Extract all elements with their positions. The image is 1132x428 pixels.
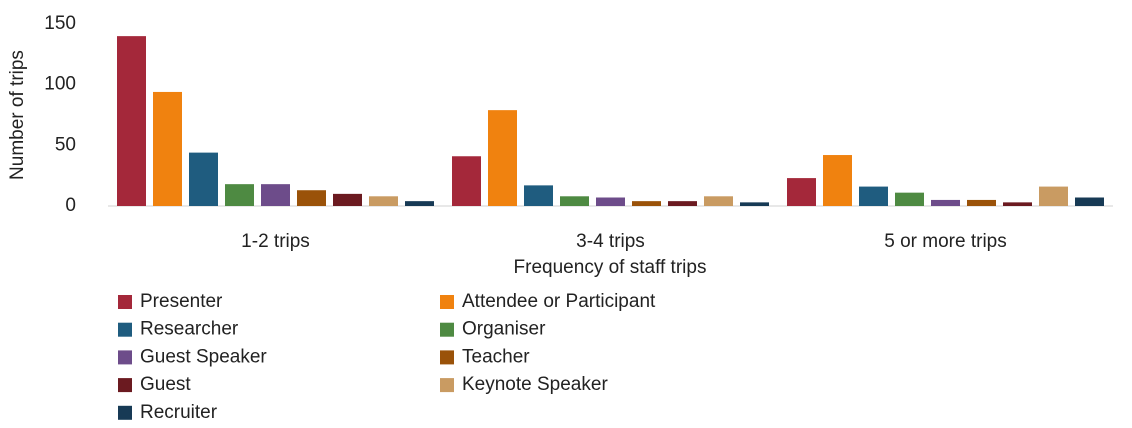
y-axis-title: Number of trips bbox=[7, 50, 28, 180]
bar bbox=[333, 193, 362, 206]
bar bbox=[967, 199, 996, 206]
legend-swatch bbox=[118, 405, 132, 420]
legend-swatch bbox=[118, 378, 132, 393]
bar bbox=[369, 196, 398, 206]
legend-swatch bbox=[118, 295, 132, 309]
bar bbox=[668, 201, 697, 206]
legend-swatch bbox=[118, 350, 132, 365]
legend-label: Teacher bbox=[462, 346, 530, 367]
y-tick-label: 100 bbox=[44, 74, 76, 95]
legend-swatch bbox=[440, 378, 454, 393]
bar bbox=[895, 192, 924, 206]
legend-label: Keynote Speaker bbox=[462, 374, 608, 395]
legend-swatch bbox=[440, 322, 454, 337]
legend-swatch bbox=[118, 322, 132, 337]
legend-label: Organiser bbox=[462, 319, 546, 340]
legend-label: Presenter bbox=[140, 291, 223, 312]
x-tick-label: 3-4 trips bbox=[576, 231, 645, 252]
legend-label: Researcher bbox=[140, 319, 239, 340]
y-tick-label: 0 bbox=[65, 195, 76, 216]
bar bbox=[560, 196, 589, 206]
bar bbox=[297, 190, 326, 206]
bar bbox=[823, 155, 852, 206]
legend-label: Guest Speaker bbox=[140, 346, 267, 367]
legend-label: Attendee or Participant bbox=[462, 291, 656, 312]
bar bbox=[405, 201, 434, 206]
x-tick-label: 1-2 trips bbox=[241, 231, 310, 252]
legend-label: Recruiter bbox=[140, 402, 218, 423]
legend-swatch bbox=[440, 295, 454, 309]
bar bbox=[596, 197, 625, 206]
bar bbox=[859, 186, 888, 206]
legend-label: Guest bbox=[140, 374, 191, 395]
bar bbox=[704, 196, 733, 206]
bar bbox=[931, 199, 960, 206]
bar bbox=[1039, 186, 1068, 206]
bar bbox=[452, 156, 481, 206]
bar bbox=[189, 152, 218, 206]
bar bbox=[261, 184, 290, 206]
legend-swatch bbox=[440, 350, 454, 365]
y-tick-label: 150 bbox=[44, 13, 76, 34]
bar bbox=[488, 110, 517, 206]
bar bbox=[153, 91, 182, 206]
x-axis-title: Frequency of staff trips bbox=[514, 257, 707, 278]
bar bbox=[740, 202, 769, 206]
bar bbox=[225, 184, 254, 206]
bar bbox=[1075, 197, 1104, 206]
bar bbox=[524, 185, 553, 206]
x-tick-label: 5 or more trips bbox=[884, 231, 1006, 252]
bar bbox=[632, 201, 661, 206]
bar bbox=[1003, 202, 1032, 206]
bar bbox=[787, 178, 816, 206]
y-tick-label: 50 bbox=[55, 134, 76, 155]
bar bbox=[117, 36, 146, 207]
